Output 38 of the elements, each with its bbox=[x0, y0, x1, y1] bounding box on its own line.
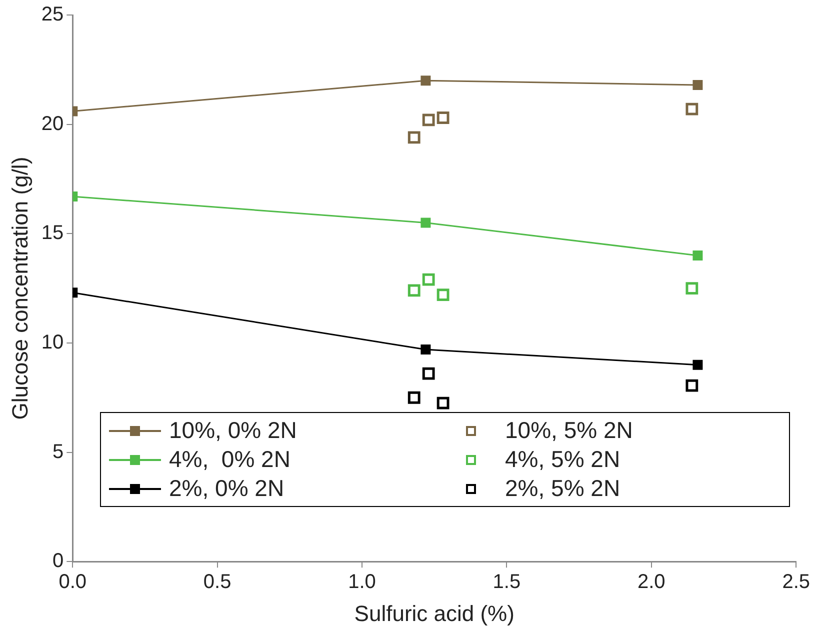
point bbox=[408, 131, 420, 144]
point bbox=[422, 273, 435, 286]
point bbox=[420, 76, 431, 86]
y-tick-label: 15 bbox=[41, 222, 64, 244]
point bbox=[686, 282, 698, 294]
point bbox=[420, 218, 431, 228]
point bbox=[408, 284, 420, 297]
point bbox=[420, 344, 431, 355]
y-tick-label: 10 bbox=[41, 331, 64, 354]
point bbox=[692, 80, 703, 90]
x-tick-label: 2.0 bbox=[638, 571, 666, 594]
point bbox=[686, 102, 698, 116]
legend-label: 4%, 5% 2N bbox=[505, 446, 620, 473]
y-tick-label: 20 bbox=[41, 112, 64, 135]
x-tick-label: 1.5 bbox=[492, 571, 521, 594]
point bbox=[436, 288, 450, 302]
point bbox=[692, 250, 703, 260]
point bbox=[422, 367, 435, 380]
x-tick-label: 0.5 bbox=[203, 571, 232, 594]
x-tick-label: 0.0 bbox=[58, 571, 87, 594]
point bbox=[436, 396, 450, 410]
legend-label: 10%, 0% 2N bbox=[169, 417, 297, 444]
x-tick-label: 1.0 bbox=[348, 571, 376, 594]
y-tick-label: 25 bbox=[41, 4, 64, 26]
point bbox=[408, 391, 420, 404]
point bbox=[436, 112, 450, 124]
point bbox=[686, 379, 698, 392]
y-axis-title: Glucose concentration (g/l) bbox=[7, 156, 32, 420]
legend-label: 4%, 0% 2N bbox=[169, 446, 290, 473]
legend-label: 2%, 5% 2N bbox=[505, 475, 620, 502]
point bbox=[422, 114, 435, 126]
x-tick-label: 2.5 bbox=[782, 571, 810, 594]
y-tick-label: 5 bbox=[52, 440, 64, 463]
legend-label: 2%, 0% 2N bbox=[169, 475, 284, 502]
legend-label: 10%, 5% 2N bbox=[505, 417, 633, 444]
x-axis-title: Sulfuric acid (%) bbox=[354, 600, 514, 626]
y-tick-label: 0 bbox=[52, 550, 64, 572]
point bbox=[692, 360, 703, 370]
